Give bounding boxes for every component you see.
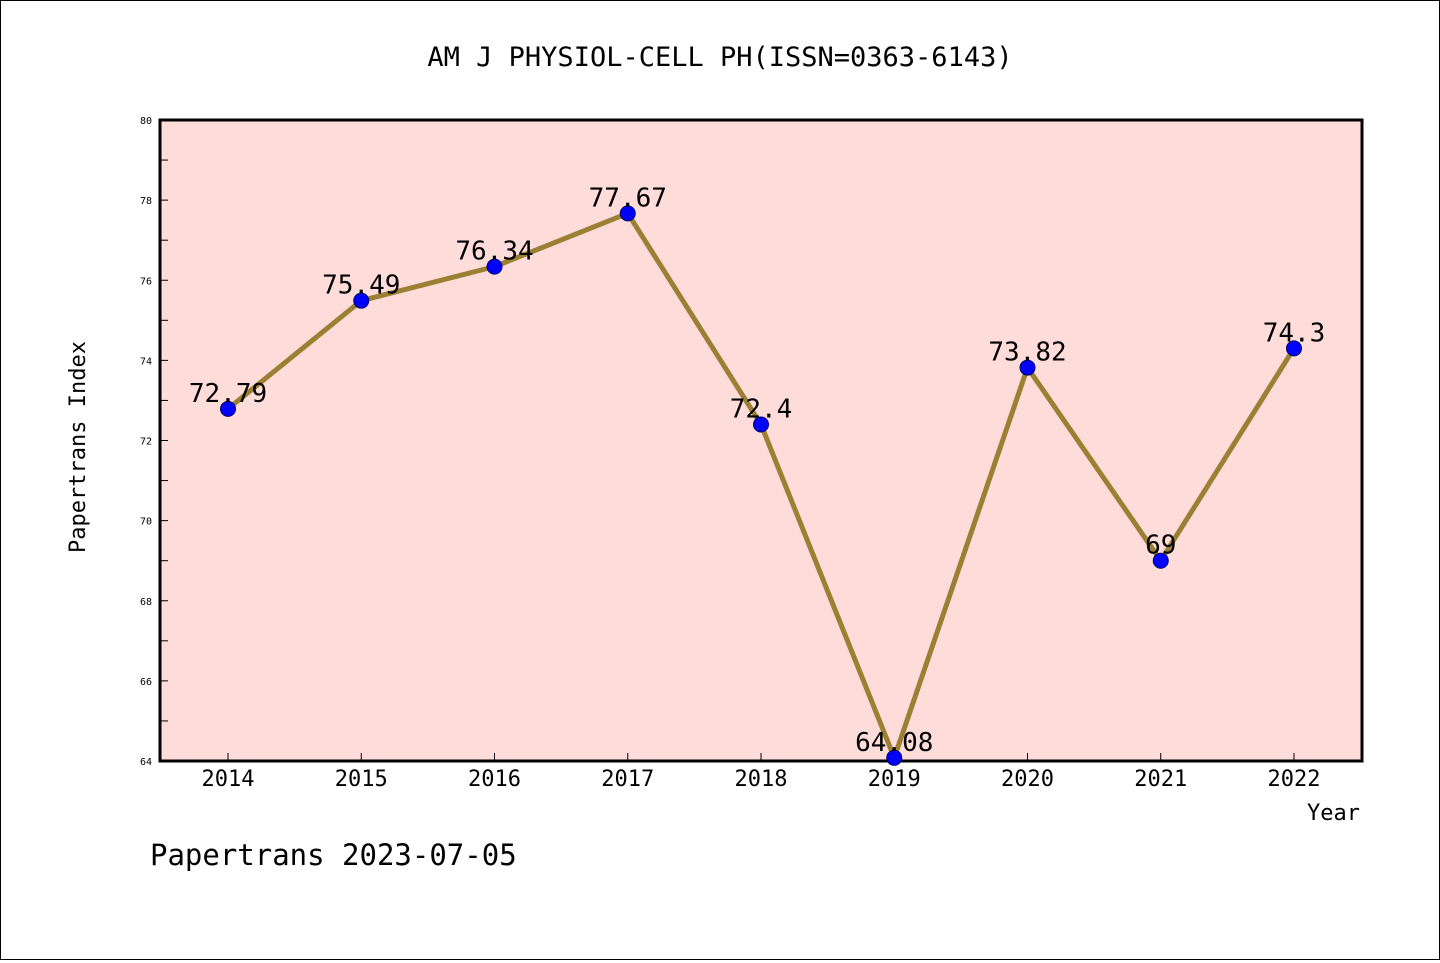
y-tick-label: 72 xyxy=(140,437,152,448)
y-tick-label: 70 xyxy=(140,517,152,528)
data-label: 74.3 xyxy=(1263,318,1326,348)
y-axis-label: Papertrans Index xyxy=(66,341,91,553)
x-tick-label: 2015 xyxy=(335,767,388,792)
y-tick-label: 80 xyxy=(140,116,152,127)
data-label: 72.79 xyxy=(189,379,267,409)
x-tick-label: 2017 xyxy=(601,767,654,792)
x-axis-ticks: 2014 2015 2016 2017 2018 2019 2020 2021 2022 xyxy=(202,753,1321,792)
y-axis-ticks: 64 66 68 70 72 74 76 78 80 xyxy=(140,116,168,768)
data-label: 76.34 xyxy=(455,237,533,267)
y-tick-label: 64 xyxy=(140,757,152,768)
x-axis-label: Year xyxy=(1307,801,1360,826)
x-tick-label: 2018 xyxy=(735,767,788,792)
x-tick-label: 2020 xyxy=(1001,767,1054,792)
data-point-marker xyxy=(619,205,636,222)
data-point-marker xyxy=(1019,359,1036,376)
y-tick-label: 76 xyxy=(140,276,152,287)
y-tick-label: 74 xyxy=(140,356,152,367)
data-point-marker xyxy=(1152,552,1169,569)
x-tick-label: 2016 xyxy=(468,767,521,792)
y-tick-label: 68 xyxy=(140,597,152,608)
x-tick-label: 2014 xyxy=(202,767,255,792)
data-label: 69 xyxy=(1145,531,1176,561)
data-labels-group: 72.79 75.49 76.34 77.67 72.4 64.08 73.82 69 74.3 xyxy=(189,183,1325,757)
data-point-marker xyxy=(353,292,370,309)
data-label: 64.08 xyxy=(855,728,933,758)
data-label: 75.49 xyxy=(322,271,400,301)
y-tick-label: 66 xyxy=(140,677,152,688)
footer-date-text: Papertrans 2023-07-05 xyxy=(150,838,517,872)
y-tick-label: 78 xyxy=(140,196,152,207)
data-point-marker xyxy=(1286,340,1302,357)
plot-area xyxy=(158,118,1364,763)
data-point-marker xyxy=(753,416,769,433)
data-label: 72.4 xyxy=(730,394,793,424)
x-tick-label: 2021 xyxy=(1134,767,1187,792)
data-point-marker xyxy=(220,400,236,417)
data-label: 73.82 xyxy=(988,338,1066,368)
markers-group xyxy=(220,205,1302,766)
data-label: 77.67 xyxy=(589,183,667,213)
data-point-marker xyxy=(486,258,503,275)
chart-title: AM J PHYSIOL-CELL PH(ISSN=0363-6143) xyxy=(427,42,1012,73)
data-point-marker xyxy=(886,749,903,766)
x-tick-label: 2019 xyxy=(868,767,921,792)
x-tick-label: 2022 xyxy=(1268,767,1321,792)
